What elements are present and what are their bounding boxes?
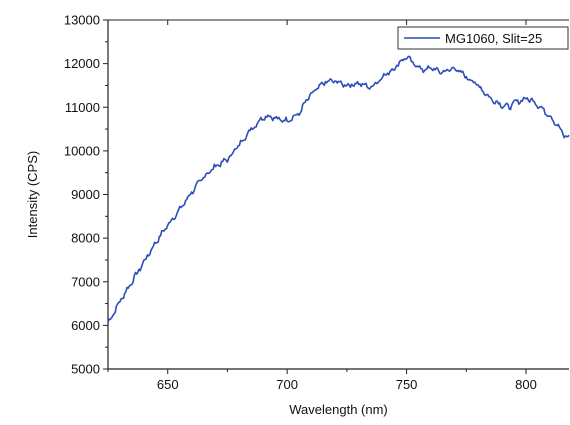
y-tick-label: 11000 bbox=[65, 100, 100, 115]
series-line-mg1060 bbox=[107, 55, 570, 323]
y-tick-label: 9000 bbox=[71, 187, 100, 202]
y-axis-title: Intensity (CPS) bbox=[25, 151, 40, 238]
y-tick-label: 12000 bbox=[64, 56, 100, 71]
x-tick-label: 800 bbox=[515, 377, 537, 392]
y-tick-label: 6000 bbox=[71, 318, 100, 333]
plot-frame bbox=[107, 19, 569, 370]
x-tick-label: 750 bbox=[396, 377, 418, 392]
legend-box bbox=[397, 26, 569, 50]
y-tick-label: 13000 bbox=[64, 13, 100, 28]
x-tick-label: 650 bbox=[157, 377, 179, 392]
x-tick-label: 700 bbox=[276, 377, 298, 392]
x-axis: 650 700 750 800 bbox=[107, 20, 537, 392]
y-tick-label: 10000 bbox=[64, 143, 100, 158]
legend-label: MG1060, Slit=25 bbox=[445, 31, 542, 46]
legend: MG1060, Slit=25 bbox=[397, 26, 569, 50]
y-tick-label: 5000 bbox=[71, 362, 100, 377]
y-tick-label: 7000 bbox=[71, 274, 100, 289]
series-layer bbox=[107, 55, 570, 323]
x-axis-title: Wavelength (nm) bbox=[289, 402, 388, 417]
y-tick-label: 8000 bbox=[71, 231, 100, 246]
y-axis: 5000 6000 7000 8000 9000 10000 11000 12000 13000 bbox=[64, 13, 108, 377]
